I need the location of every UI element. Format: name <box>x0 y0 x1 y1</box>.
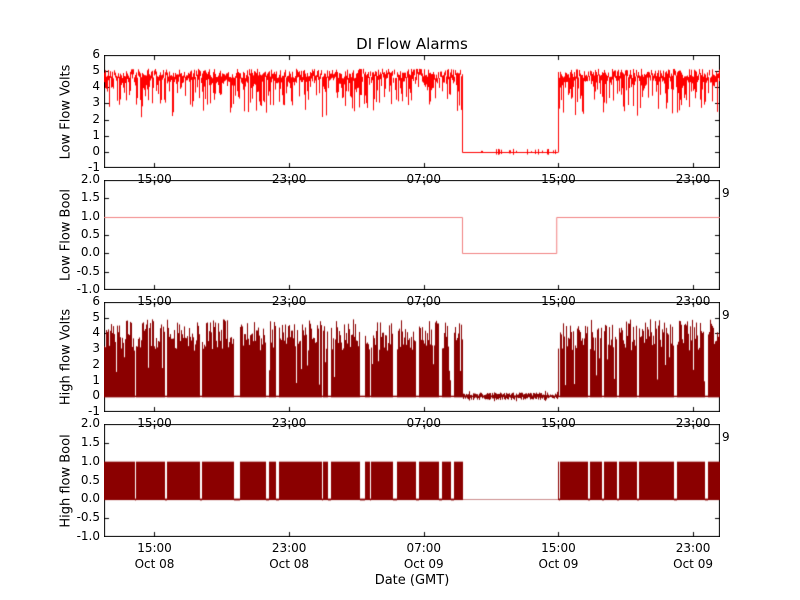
y-tick-label: 0.0 <box>80 491 100 506</box>
y-tick-label: 1 <box>92 372 100 387</box>
x-axis-label: Date (GMT) <box>374 573 450 588</box>
y-tick-label: 0 <box>92 388 100 403</box>
x-tick-label: 15:00 <box>137 294 172 308</box>
y-tick-label: 1 <box>92 127 100 142</box>
y-tick-label: 5 <box>92 63 100 78</box>
x-tick-label: 15:00 <box>137 541 172 555</box>
x-tick-label: 15:00 <box>541 416 576 430</box>
y-tick-label: 4 <box>92 325 100 340</box>
x-tick-label: 07:00 <box>406 294 442 308</box>
y-tick-label: 6 <box>92 294 100 308</box>
low-flow-volts-plot <box>104 55 720 168</box>
x-tick-label: 15:00 <box>541 541 576 555</box>
y-tick-label: 2.0 <box>80 172 100 186</box>
y-tick-label: 0 <box>92 143 100 158</box>
y-tick-label: 0.5 <box>80 472 100 487</box>
x-tick-label: 23:00 <box>271 416 307 430</box>
y-tick-label: -0.5 <box>76 510 100 525</box>
y-tick-label: 3 <box>92 95 100 110</box>
y-tick-label: 1.5 <box>80 190 100 205</box>
chart-title: DI Flow Alarms <box>356 35 468 53</box>
y-tick-label: 0.5 <box>80 227 100 241</box>
x-tick-label: 15:00 <box>541 172 576 186</box>
high-flow-volts-plot <box>104 302 720 412</box>
x-tick-label: 23:00 <box>675 541 711 555</box>
x-tick-label: 23:00 <box>271 294 307 308</box>
x-tick-label: 07:00 <box>406 172 442 186</box>
y-tick-label: -1 <box>88 160 100 174</box>
x-tick-label: 07:00 <box>406 541 442 555</box>
y-tick-label: -1.0 <box>76 529 100 543</box>
x-tick-date-label: Oct 09 <box>673 557 713 571</box>
x-tick-label: 23:00 <box>271 172 307 186</box>
x-tick-date-label: Oct 09 <box>403 557 444 571</box>
clipped-date-tick-label: 9 <box>722 430 730 444</box>
y-tick-label: 1.0 <box>80 208 100 223</box>
x-tick-label: 15:00 <box>541 294 576 308</box>
y-tick-label: -0.5 <box>76 263 100 278</box>
y-tick-label: 2 <box>92 356 100 371</box>
y-tick-label: 5 <box>92 309 100 324</box>
x-tick-label: 23:00 <box>675 294 711 308</box>
x-tick-label: 15:00 <box>137 416 172 430</box>
y-tick-label: 3 <box>92 341 100 356</box>
y-tick-label: -1 <box>88 404 100 418</box>
x-tick-label: 23:00 <box>271 541 307 555</box>
clipped-date-tick-label: 9 <box>722 308 730 322</box>
x-tick-label: 07:00 <box>406 416 442 430</box>
high-flow-bool-plot <box>104 424 720 537</box>
y-tick-label: 1.0 <box>80 453 100 468</box>
y-tick-label: 2 <box>92 111 100 126</box>
y-tick-label: 4 <box>92 79 100 94</box>
low-flow-bool-plot <box>104 180 720 290</box>
x-tick-date-label: Oct 09 <box>538 557 579 571</box>
clipped-date-tick-label: 9 <box>722 186 730 200</box>
y-tick-label: 1.5 <box>80 434 100 449</box>
y-tick-label: -1.0 <box>76 282 100 296</box>
x-tick-date-label: Oct 08 <box>134 557 175 571</box>
x-tick-label: 15:00 <box>137 172 172 186</box>
x-tick-label: 23:00 <box>675 172 711 186</box>
x-tick-label: 23:00 <box>675 416 711 430</box>
x-tick-date-label: Oct 08 <box>269 557 310 571</box>
y-tick-label: 6 <box>92 47 100 61</box>
y-tick-label: 0.0 <box>80 245 100 260</box>
y-tick-label: 2.0 <box>80 416 100 430</box>
